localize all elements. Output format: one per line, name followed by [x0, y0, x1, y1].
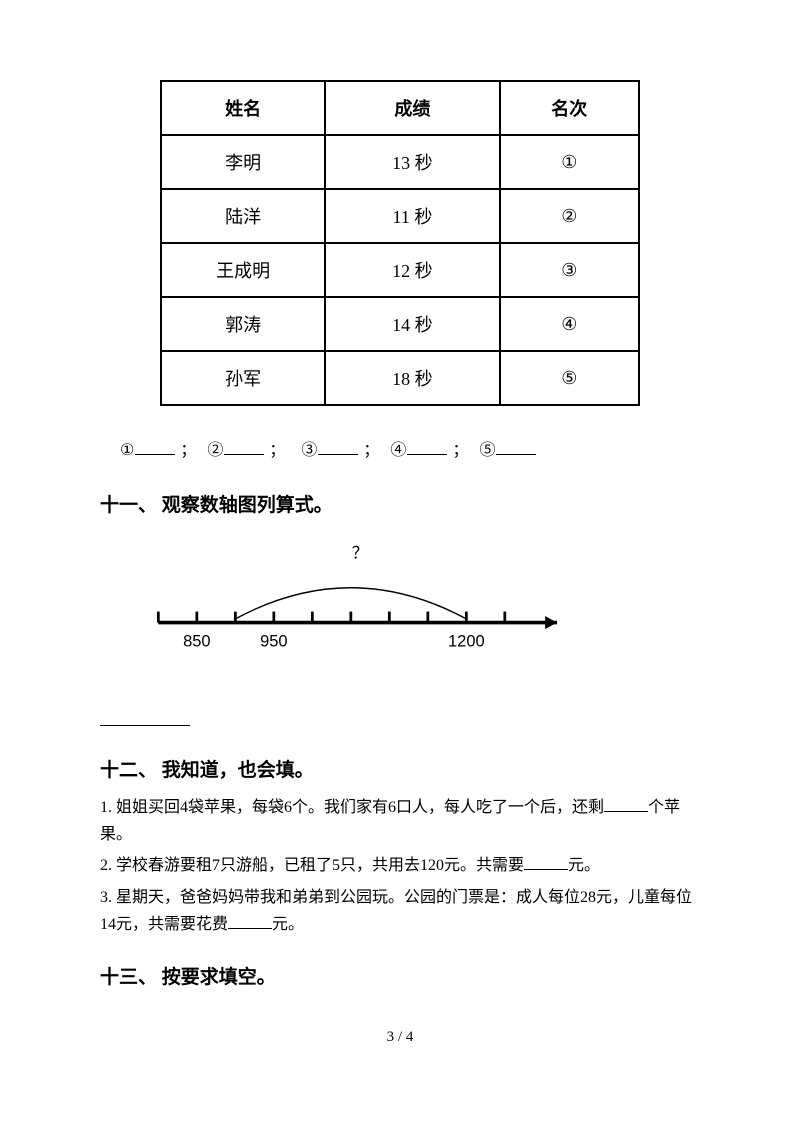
page-footer: 3 / 4 — [100, 1029, 700, 1066]
header-score: 成绩 — [325, 81, 499, 135]
mark-2: ② — [207, 442, 224, 459]
section-11-title: 十一、 观察数轴图列算式。 — [100, 490, 700, 517]
cell-rank: ③ — [500, 243, 639, 297]
question-mark: ？ — [352, 543, 369, 562]
sep: ； — [363, 442, 380, 459]
cell-score: 14 秒 — [325, 297, 499, 351]
blank-input[interactable] — [496, 441, 536, 455]
table-row: 郭涛 14 秒 ④ — [161, 297, 639, 351]
cell-name: 郭涛 — [161, 297, 325, 351]
cell-rank: ⑤ — [500, 351, 639, 405]
cell-name: 王成明 — [161, 243, 325, 297]
blank-input[interactable] — [224, 441, 264, 455]
cell-rank: ① — [500, 135, 639, 189]
cell-name: 李明 — [161, 135, 325, 189]
table-row: 李明 13 秒 ① — [161, 135, 639, 189]
table-row: 孙军 18 秒 ⑤ — [161, 351, 639, 405]
mark-1: ① — [120, 442, 135, 459]
sep: ； — [180, 442, 197, 459]
blank-input[interactable] — [604, 798, 648, 812]
blank-input[interactable] — [407, 441, 447, 455]
score-table: 姓名 成绩 名次 李明 13 秒 ① 陆洋 11 秒 ② 王成明 12 秒 ③ … — [160, 80, 640, 406]
tick-label-850: 850 — [183, 632, 211, 650]
table-header-row: 姓名 成绩 名次 — [161, 81, 639, 135]
table-row: 王成明 12 秒 ③ — [161, 243, 639, 297]
blank-input[interactable] — [318, 441, 358, 455]
sep: ； — [452, 442, 469, 459]
q12-3-text-a: 3. 星期天，爸爸妈妈带我和弟弟到公园玩。公园的门票是：成人每位28元，儿童每位… — [100, 889, 692, 933]
tick-label-1200: 1200 — [448, 632, 485, 650]
cell-score: 18 秒 — [325, 351, 499, 405]
cell-name: 陆洋 — [161, 189, 325, 243]
header-rank: 名次 — [500, 81, 639, 135]
answer-line — [100, 692, 700, 731]
question-12-3: 3. 星期天，爸爸妈妈带我和弟弟到公园玩。公园的门票是：成人每位28元，儿童每位… — [100, 884, 700, 938]
blank-input[interactable] — [100, 712, 190, 726]
q12-2-text-a: 2. 学校春游要租7只游船，已租了5只，共用去120元。共需要 — [100, 857, 524, 874]
header-name: 姓名 — [161, 81, 325, 135]
number-line-svg: ？ 850 950 1200 — [140, 537, 580, 677]
question-12-1: 1. 姐姐买回4袋苹果，每袋6个。我们家有6口人，每人吃了一个后，还剩个苹果。 — [100, 794, 700, 848]
section-12-title: 十二、 我知道，也会填。 — [100, 755, 700, 782]
cell-rank: ② — [500, 189, 639, 243]
page: 姓名 成绩 名次 李明 13 秒 ① 陆洋 11 秒 ② 王成明 12 秒 ③ … — [0, 0, 800, 1086]
cell-rank: ④ — [500, 297, 639, 351]
sep: ； — [269, 442, 286, 459]
q12-3-text-b: 元。 — [272, 916, 304, 933]
blank-input[interactable] — [524, 856, 568, 870]
fill-in-line: ① ； ② ； ③ ； ④ ； ⑤ — [120, 436, 700, 460]
mark-4: ④ — [390, 442, 407, 459]
mark-5: ⑤ — [479, 442, 496, 459]
cell-score: 12 秒 — [325, 243, 499, 297]
number-line-diagram: ？ 850 950 1200 — [140, 537, 580, 682]
tick-label-950: 950 — [260, 632, 288, 650]
cell-score: 13 秒 — [325, 135, 499, 189]
section-13-title: 十三、 按要求填空。 — [100, 962, 700, 989]
table-row: 陆洋 11 秒 ② — [161, 189, 639, 243]
q12-1-text-a: 1. 姐姐买回4袋苹果，每袋6个。我们家有6口人，每人吃了一个后，还剩 — [100, 799, 604, 816]
cell-name: 孙军 — [161, 351, 325, 405]
blank-input[interactable] — [135, 441, 175, 455]
blank-input[interactable] — [228, 915, 272, 929]
mark-3: ③ — [301, 442, 318, 459]
arrow-head-icon — [545, 616, 557, 629]
question-12-2: 2. 学校春游要租7只游船，已租了5只，共用去120元。共需要 元。 — [100, 852, 700, 879]
q12-2-text-b: 元。 — [568, 857, 600, 874]
cell-score: 11 秒 — [325, 189, 499, 243]
